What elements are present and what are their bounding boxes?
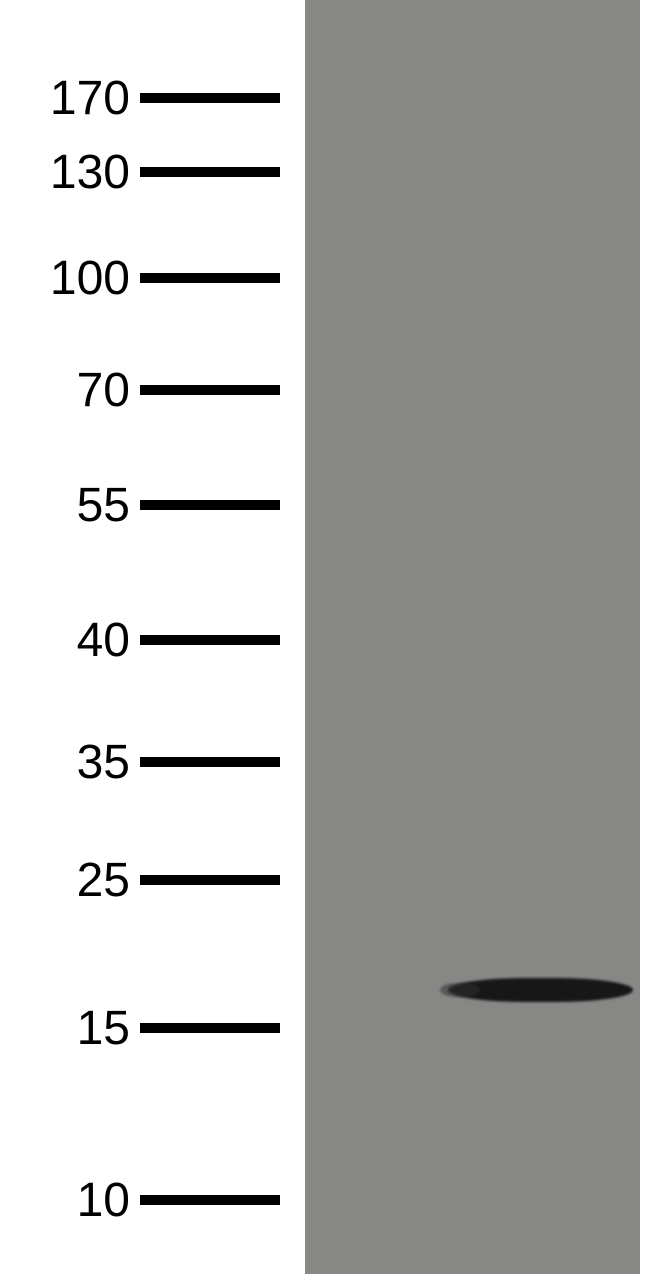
- mw-marker-label: 130: [0, 145, 140, 200]
- lane-1-control: [305, 0, 470, 1274]
- mw-marker-label: 35: [0, 735, 140, 790]
- mw-marker-15: 15: [0, 1004, 300, 1052]
- mw-marker-label: 70: [0, 363, 140, 418]
- mw-marker-label: 15: [0, 1001, 140, 1056]
- mw-marker-170: 170: [0, 74, 300, 122]
- mw-ladder: 170 130 100 70 55 40 35 25 15 10: [0, 0, 300, 1274]
- western-blot-figure: 170 130 100 70 55 40 35 25 15 10: [0, 0, 650, 1274]
- mw-marker-tick: [140, 1195, 280, 1205]
- mw-marker-tick: [140, 167, 280, 177]
- mw-marker-130: 130: [0, 148, 300, 196]
- mw-marker-55: 55: [0, 481, 300, 529]
- mw-marker-label: 100: [0, 251, 140, 306]
- mw-marker-label: 40: [0, 613, 140, 668]
- mw-marker-25: 25: [0, 856, 300, 904]
- mw-marker-label: 55: [0, 478, 140, 533]
- band-faint-left-tail: [440, 983, 480, 997]
- mw-marker-10: 10: [0, 1176, 300, 1224]
- mw-marker-label: 10: [0, 1173, 140, 1228]
- blot-membrane: [305, 0, 640, 1274]
- mw-marker-tick: [140, 385, 280, 395]
- mw-marker-label: 170: [0, 71, 140, 126]
- mw-marker-70: 70: [0, 366, 300, 414]
- mw-marker-100: 100: [0, 254, 300, 302]
- mw-marker-35: 35: [0, 738, 300, 786]
- mw-marker-tick: [140, 1023, 280, 1033]
- mw-marker-tick: [140, 875, 280, 885]
- mw-marker-tick: [140, 500, 280, 510]
- mw-marker-tick: [140, 635, 280, 645]
- mw-marker-tick: [140, 757, 280, 767]
- mw-marker-tick: [140, 273, 280, 283]
- mw-marker-40: 40: [0, 616, 300, 664]
- mw-marker-tick: [140, 93, 280, 103]
- lane-2-sample: [470, 0, 640, 1274]
- mw-marker-label: 25: [0, 853, 140, 908]
